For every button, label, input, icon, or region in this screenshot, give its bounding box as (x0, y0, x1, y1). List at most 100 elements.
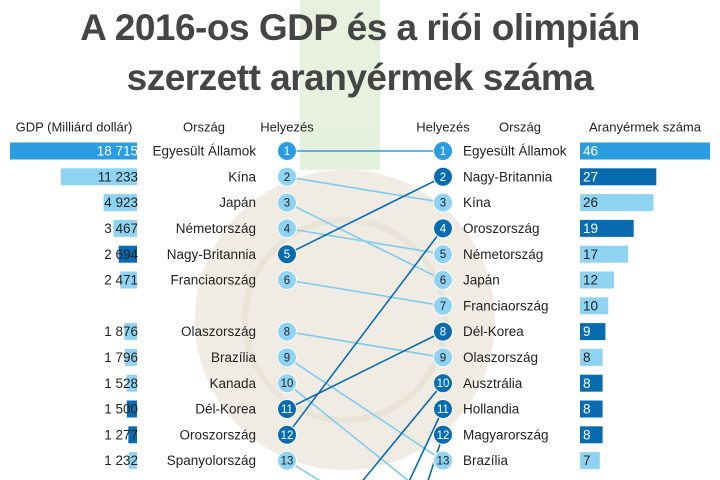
rank-marker (277, 192, 297, 213)
rank-marker (277, 373, 297, 394)
rank-marker (277, 218, 297, 239)
medal-bar (580, 426, 603, 444)
connector (286, 227, 444, 255)
rank-label: 8 (440, 327, 446, 339)
gdp-label: 3 467 (104, 221, 138, 236)
gdp-bar (124, 348, 137, 366)
gdp-label: 18 715 (97, 144, 138, 159)
country-label: Franciaország (170, 273, 256, 288)
country-label: Egyesült Államok (152, 144, 256, 159)
connectors (286, 150, 444, 480)
column-header: Ország (499, 119, 541, 134)
country-label: Olaszország (463, 350, 538, 365)
medal-label: 8 (583, 376, 591, 391)
country-label: Németország (463, 247, 543, 262)
rank-marker (277, 321, 297, 342)
country-label: Oroszország (463, 221, 540, 236)
rank-marker (433, 450, 453, 471)
column-header: Helyezés (260, 119, 314, 134)
gdp-label: 2 694 (104, 247, 138, 262)
rank-label: 3 (440, 198, 446, 210)
medal-label: 19 (583, 221, 598, 236)
country-label: Spanyolország (167, 453, 256, 468)
country-label: Nagy-Britannia (463, 169, 553, 184)
rank-marker (433, 295, 453, 316)
gdp-bar (126, 400, 137, 418)
country-label: Egyesült Államok (463, 144, 567, 159)
gdp-label: 4 923 (104, 195, 138, 210)
rank-marker (277, 244, 297, 265)
rank-label: 2 (284, 172, 290, 184)
gdp-bar (118, 245, 137, 263)
rank-label: 12 (437, 430, 450, 442)
gdp-label: 2 471 (104, 273, 138, 288)
medal-bar (580, 219, 634, 237)
medal-label: 17 (583, 247, 598, 262)
rank-marker (433, 424, 453, 445)
gdp-label: 1 876 (104, 324, 138, 339)
gdp-bar (124, 323, 137, 341)
gdp-bar (128, 452, 137, 470)
medal-bar (580, 400, 603, 418)
medal-bar (580, 348, 603, 366)
medal-label: 12 (583, 273, 598, 288)
medal-label: 10 (583, 298, 598, 313)
medal-bar (580, 245, 629, 263)
medal-label: 46 (583, 144, 598, 159)
rank-label: 11 (281, 404, 293, 416)
connector (286, 382, 409, 480)
country-label: Hollandia (463, 402, 520, 417)
rank-label: 5 (284, 249, 290, 261)
rank-marker (277, 166, 297, 187)
rank-label: 11 (437, 404, 449, 416)
country-label: Brazília (463, 453, 509, 468)
rank-label: 6 (284, 275, 290, 287)
medal-bar (580, 194, 654, 212)
gdp-bar (128, 426, 137, 444)
medal-label: 7 (583, 453, 591, 468)
country-label: Kína (463, 195, 491, 210)
gdp-bar (10, 142, 137, 160)
country-label: Dél-Korea (463, 324, 524, 339)
connector (286, 330, 444, 410)
rank-label: 8 (284, 327, 290, 339)
rank-marker (277, 424, 297, 445)
rank-label: 1 (284, 146, 290, 158)
country-label: Japán (463, 273, 500, 288)
rank-label: 13 (437, 456, 450, 468)
connector (362, 382, 444, 480)
rank-marker (433, 166, 453, 187)
rank-marker (433, 244, 453, 265)
connector (286, 227, 444, 436)
gdp-label: 11 233 (98, 169, 138, 184)
gdp-bar (126, 374, 137, 392)
medal-label: 8 (583, 350, 591, 365)
country-label: Olaszország (181, 324, 256, 339)
gdp-label: 1 232 (104, 453, 138, 468)
country-label: Kanada (209, 376, 256, 391)
rank-label: 12 (281, 430, 294, 442)
connector (286, 330, 444, 359)
rank-label: 6 (440, 275, 446, 287)
medal-label: 27 (583, 169, 598, 184)
rank-marker (277, 141, 297, 161)
column-header: Aranyérmek száma (589, 119, 702, 134)
country-label: Nagy-Britannia (167, 247, 257, 262)
rank-marker (433, 192, 453, 213)
rank-marker (433, 373, 453, 394)
rank-marker (433, 218, 453, 239)
medal-label: 8 (583, 427, 591, 442)
medal-label: 8 (583, 402, 591, 417)
column-header: Helyezés (416, 119, 470, 134)
gdp-bar (113, 219, 137, 237)
gdp-bar (60, 168, 137, 186)
gdp-label: 1 796 (104, 350, 138, 365)
country-label: Magyarország (463, 427, 549, 442)
rank-marker (277, 450, 297, 471)
gdp-bar (103, 194, 137, 212)
connector (286, 176, 444, 204)
medal-bar (580, 374, 603, 392)
medal-bar (580, 297, 609, 315)
rank-label: 5 (440, 249, 446, 261)
